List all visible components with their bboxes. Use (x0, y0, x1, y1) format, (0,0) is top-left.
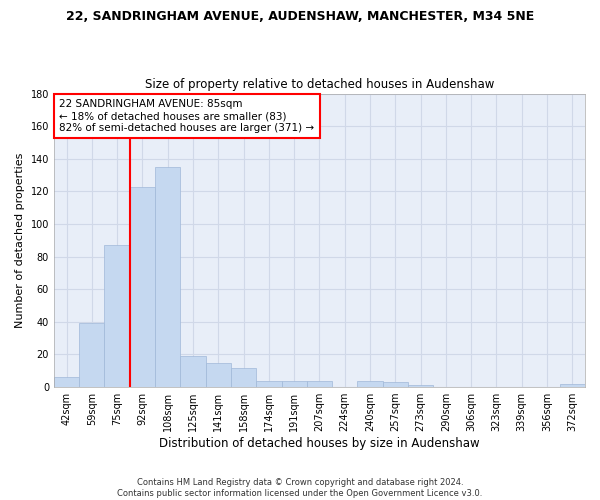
Bar (181, 356, 206, 387)
Bar (54, 378, 79, 387)
Bar (408, 386, 433, 387)
Bar (256, 380, 281, 387)
Text: 22 SANDRINGHAM AVENUE: 85sqm
← 18% of detached houses are smaller (83)
82% of se: 22 SANDRINGHAM AVENUE: 85sqm ← 18% of de… (59, 100, 314, 132)
Bar (104, 245, 130, 387)
Title: Size of property relative to detached houses in Audenshaw: Size of property relative to detached ho… (145, 78, 494, 91)
Bar (383, 382, 408, 387)
Bar (307, 380, 332, 387)
Text: Contains HM Land Registry data © Crown copyright and database right 2024.
Contai: Contains HM Land Registry data © Crown c… (118, 478, 482, 498)
Bar (231, 368, 256, 387)
Bar (79, 324, 104, 387)
Bar (560, 384, 585, 387)
Y-axis label: Number of detached properties: Number of detached properties (15, 152, 25, 328)
Text: 22, SANDRINGHAM AVENUE, AUDENSHAW, MANCHESTER, M34 5NE: 22, SANDRINGHAM AVENUE, AUDENSHAW, MANCH… (66, 10, 534, 23)
Bar (155, 167, 181, 387)
Bar (358, 380, 383, 387)
X-axis label: Distribution of detached houses by size in Audenshaw: Distribution of detached houses by size … (159, 437, 480, 450)
Bar (130, 186, 155, 387)
Bar (281, 380, 307, 387)
Bar (206, 362, 231, 387)
